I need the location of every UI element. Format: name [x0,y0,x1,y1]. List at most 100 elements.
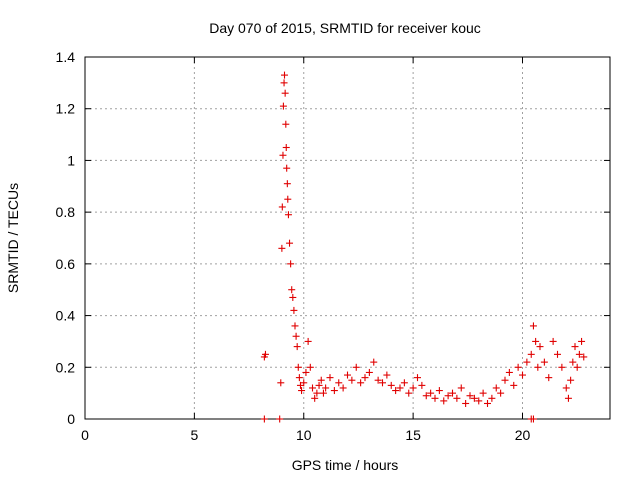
data-point [339,384,347,392]
data-point [370,358,378,366]
data-point [387,381,395,389]
data-point [466,392,474,400]
data-point [286,239,294,247]
data-point [289,293,297,301]
data-point [540,358,548,366]
data-point [497,389,505,397]
data-point [319,389,327,397]
data-point [523,358,531,366]
data-point [440,397,448,405]
data-point [383,371,391,379]
y-tick-label: 0.4 [56,308,76,324]
data-point [569,358,577,366]
y-axis-label: SRMTID / TECUs [5,183,21,293]
data-point [294,363,302,371]
data-point [335,379,343,387]
data-point [287,260,295,268]
data-point [418,381,426,389]
data-point [457,384,465,392]
data-point [580,353,588,361]
data-point [283,180,291,188]
data-point [292,332,300,340]
data-point [431,394,439,402]
data-point [578,337,586,345]
data-point [348,376,356,384]
data-point [514,363,522,371]
data-point [300,379,308,387]
data-point [422,392,430,400]
y-tick-label: 1 [67,152,75,168]
data-point [326,374,334,382]
data-point [449,389,456,397]
data-point [532,337,540,345]
data-point [279,102,287,110]
data-point [501,376,509,384]
data-point [260,415,268,423]
data-point [365,368,373,376]
y-tick-label: 1.2 [56,101,76,117]
data-point [352,363,360,371]
data-point [488,394,496,402]
data-point [558,363,566,371]
y-tick-label: 0 [67,411,75,427]
tick-label-layer: 0 5 10 15 20 0 0.2 0.4 0.6 0.8 1 1.2 1.4 [56,49,531,443]
data-point [492,384,500,392]
data-point [306,363,314,371]
data-point [444,392,452,400]
data-point [315,381,323,389]
data-point [379,379,386,387]
data-point [536,343,544,351]
data-point [280,79,288,87]
data-point [575,350,583,358]
data-point [470,394,478,402]
data-point [281,71,288,79]
data-point [405,389,413,397]
data-point [291,322,299,330]
data-point [505,368,513,376]
y-tick-label: 0.8 [56,204,76,220]
data-point [304,337,312,345]
data-point [427,389,435,397]
data-point [549,337,557,345]
data-point [571,343,579,351]
data-point [564,394,572,402]
x-tick-label: 5 [190,427,198,443]
data-point [554,350,561,358]
x-tick-label: 15 [405,427,421,443]
data-point [414,374,421,382]
x-tick-label: 0 [81,427,89,443]
data-point [293,343,301,351]
data-point [519,371,526,379]
data-point [567,376,575,384]
data-point [453,394,461,402]
data-point [462,399,470,407]
data-point [284,211,292,219]
data-point [400,379,408,387]
y-tick-label: 0.6 [56,256,76,272]
x-axis-label: GPS time / hours [292,457,399,473]
data-point [313,389,321,397]
data-point [282,120,290,128]
data-point [529,322,537,330]
data-point [484,399,491,407]
data-point [435,387,443,395]
data-point [309,384,316,392]
chart-title: Day 070 of 2015, SRMTID for receiver kou… [209,20,481,36]
data-point [290,306,298,314]
data-point [278,203,286,211]
data-point [344,371,351,379]
data-point [374,376,382,384]
data-point [479,389,487,397]
grid-layer [85,57,610,419]
data-point [276,415,284,423]
data-point [302,368,310,376]
data-point [295,374,303,382]
x-tick-label: 10 [296,427,312,443]
data-point [298,387,306,395]
data-point [282,144,290,151]
data-point [288,286,296,294]
plot-frame [84,56,611,420]
data-point [278,244,286,252]
data-point [534,363,542,371]
